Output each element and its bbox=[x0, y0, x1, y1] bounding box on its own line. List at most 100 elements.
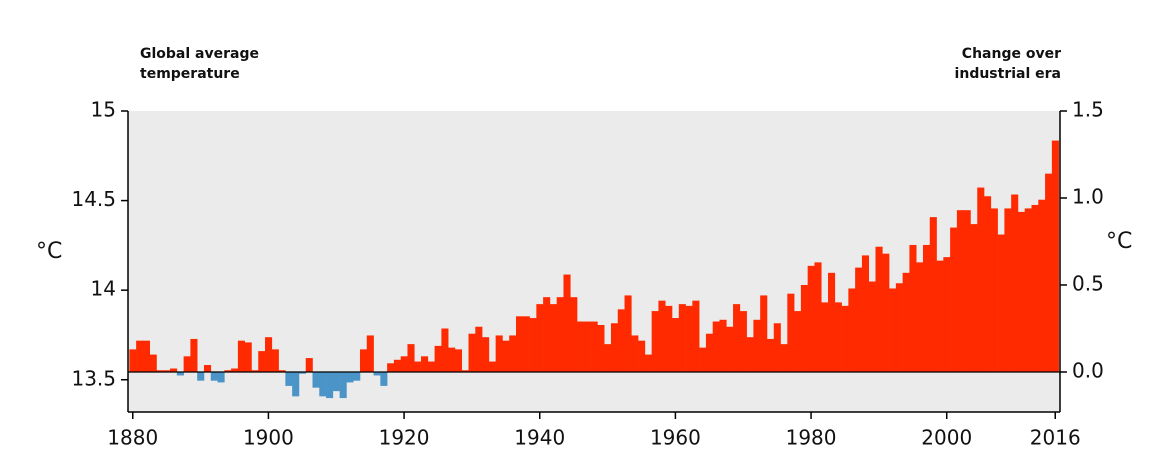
y2-tick-label: 1.5 bbox=[1072, 98, 1104, 122]
bar bbox=[278, 370, 286, 372]
y-axis-label: °C bbox=[36, 239, 62, 264]
bar bbox=[190, 338, 198, 372]
right-label-line: industrial era bbox=[955, 66, 1061, 82]
bar bbox=[475, 326, 483, 372]
bar bbox=[488, 361, 496, 372]
x-tick-label: 1980 bbox=[786, 426, 837, 450]
bar bbox=[1011, 194, 1019, 372]
bar bbox=[617, 309, 625, 372]
bar bbox=[766, 338, 775, 372]
bar bbox=[359, 349, 368, 372]
bar bbox=[265, 337, 273, 372]
bar bbox=[224, 370, 232, 372]
bar bbox=[237, 340, 245, 372]
bar bbox=[956, 210, 964, 372]
bar bbox=[563, 274, 571, 372]
bar bbox=[326, 371, 334, 399]
bar bbox=[285, 371, 293, 386]
bar bbox=[800, 284, 808, 372]
bar bbox=[244, 342, 252, 372]
bar bbox=[929, 217, 937, 372]
bar bbox=[515, 316, 524, 372]
bar bbox=[902, 272, 910, 372]
bar bbox=[577, 321, 585, 372]
bar bbox=[163, 370, 171, 372]
bar bbox=[298, 371, 307, 374]
bar bbox=[529, 318, 537, 372]
bar bbox=[821, 302, 829, 372]
y2-axis-label: °C bbox=[1106, 229, 1132, 254]
bar bbox=[922, 244, 931, 372]
bar bbox=[1031, 204, 1039, 372]
bar bbox=[414, 361, 422, 372]
bar bbox=[312, 371, 320, 388]
bar bbox=[828, 272, 836, 372]
bar bbox=[977, 187, 985, 372]
bar bbox=[509, 335, 517, 372]
x-tick-label: 2016 bbox=[1030, 426, 1081, 450]
y-tick-label: 13.5 bbox=[71, 366, 116, 390]
bar bbox=[895, 283, 903, 372]
x-tick-label: 1880 bbox=[107, 426, 158, 450]
bar bbox=[909, 244, 917, 372]
bar bbox=[468, 333, 476, 372]
bar bbox=[149, 354, 157, 372]
bar bbox=[387, 363, 395, 372]
bar bbox=[990, 208, 998, 372]
bar bbox=[861, 255, 870, 372]
bar bbox=[780, 344, 788, 372]
x-tick-label: 2000 bbox=[921, 426, 972, 450]
bar bbox=[251, 370, 259, 372]
bar bbox=[271, 349, 279, 372]
bar bbox=[136, 340, 144, 372]
bar bbox=[672, 318, 680, 372]
bar bbox=[875, 246, 883, 372]
bar bbox=[624, 295, 632, 372]
bar bbox=[678, 304, 686, 372]
bar bbox=[495, 335, 503, 372]
bar bbox=[339, 371, 347, 399]
bar bbox=[393, 359, 401, 372]
bar bbox=[984, 196, 992, 372]
bar bbox=[142, 340, 151, 372]
bar bbox=[712, 321, 720, 372]
bar bbox=[400, 356, 408, 372]
bar bbox=[210, 371, 218, 381]
bar bbox=[1024, 208, 1032, 372]
right-label-line: Change over bbox=[962, 46, 1061, 62]
bar bbox=[197, 371, 205, 381]
bar bbox=[332, 371, 340, 392]
bar bbox=[448, 347, 456, 372]
bar bbox=[502, 340, 510, 372]
bar bbox=[963, 210, 971, 372]
bar bbox=[638, 340, 646, 372]
bar bbox=[1017, 211, 1026, 372]
bar bbox=[407, 344, 415, 372]
bar bbox=[807, 265, 815, 372]
y2-tick-label: 1.0 bbox=[1072, 184, 1104, 208]
bar bbox=[916, 262, 924, 372]
bar bbox=[699, 347, 707, 372]
bar bbox=[610, 323, 619, 372]
bar bbox=[665, 305, 673, 372]
bar bbox=[427, 361, 435, 372]
bar bbox=[203, 365, 212, 372]
bar bbox=[773, 323, 781, 372]
x-tick-label: 1920 bbox=[379, 426, 430, 450]
bar bbox=[258, 351, 266, 372]
bar bbox=[705, 333, 714, 372]
bar bbox=[522, 316, 530, 372]
bar bbox=[556, 297, 564, 372]
bar bbox=[597, 325, 605, 372]
bar bbox=[1004, 208, 1012, 372]
bar bbox=[631, 335, 639, 372]
bar bbox=[753, 319, 761, 372]
bar bbox=[692, 300, 700, 372]
bar bbox=[719, 319, 727, 372]
bar bbox=[590, 321, 598, 372]
x-tick-label: 1900 bbox=[243, 426, 294, 450]
y-tick-label: 15 bbox=[91, 98, 116, 122]
bar bbox=[726, 326, 734, 372]
bar bbox=[366, 335, 374, 372]
bar bbox=[739, 311, 747, 372]
